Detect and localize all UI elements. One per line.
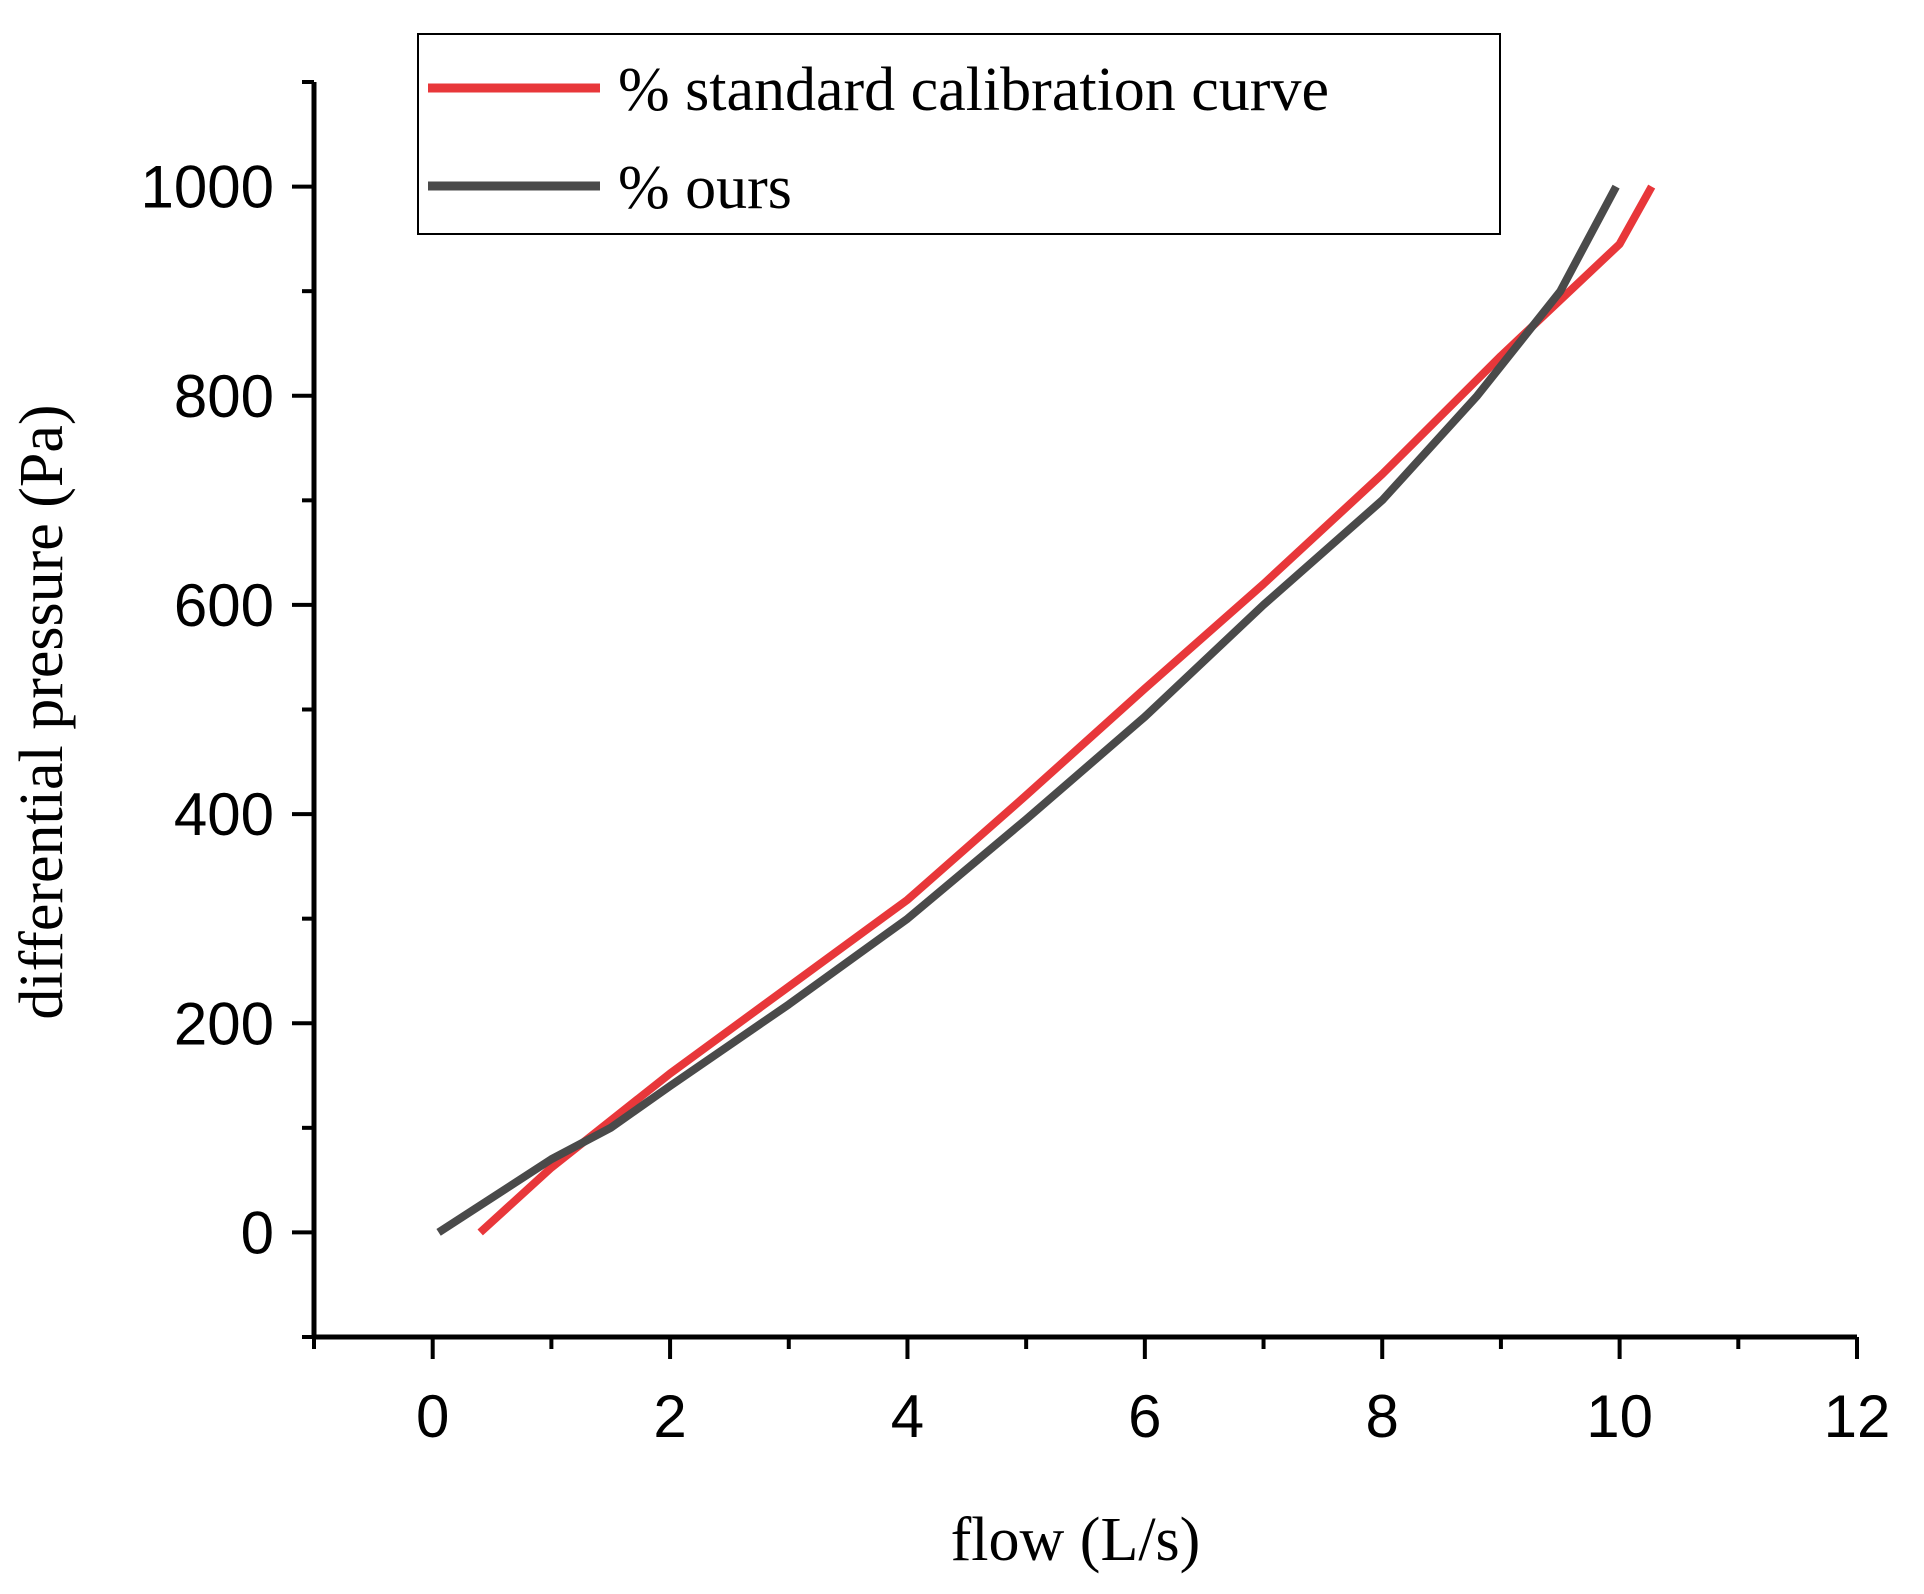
y-tick-label: 800 [174, 363, 274, 430]
x-tick-label: 4 [891, 1383, 924, 1450]
y-tick-label: 0 [241, 1199, 274, 1266]
x-tick-label: 12 [1824, 1383, 1891, 1450]
legend-label-1: % ours [618, 154, 792, 222]
series-line-0 [477, 184, 1656, 1236]
legend-label-0: % standard calibration curve [618, 56, 1329, 124]
series-layer [436, 184, 1656, 1236]
y-axis-title: differential pressure (Pa) [8, 404, 76, 1019]
x-tick-label: 8 [1366, 1383, 1399, 1450]
axes: 0 2 4 6 8 10 12 0 200 400 600 800 1000 [141, 80, 1891, 1450]
y-tick-label: 200 [174, 990, 274, 1057]
y-tick-label: 1000 [141, 154, 274, 221]
series-line-1 [436, 184, 1620, 1236]
y-tick-label: 600 [174, 572, 274, 639]
y-tick-label: 400 [174, 781, 274, 848]
legend-box [417, 33, 1501, 235]
x-tick-label: 0 [416, 1383, 449, 1450]
x-tick-label: 2 [653, 1383, 686, 1450]
x-tick-label: 6 [1128, 1383, 1161, 1450]
x-tick-label: 10 [1586, 1383, 1653, 1450]
x-axis-title: flow (L/s) [951, 1506, 1201, 1574]
legend: % standard calibration curve % ours [417, 33, 1501, 235]
